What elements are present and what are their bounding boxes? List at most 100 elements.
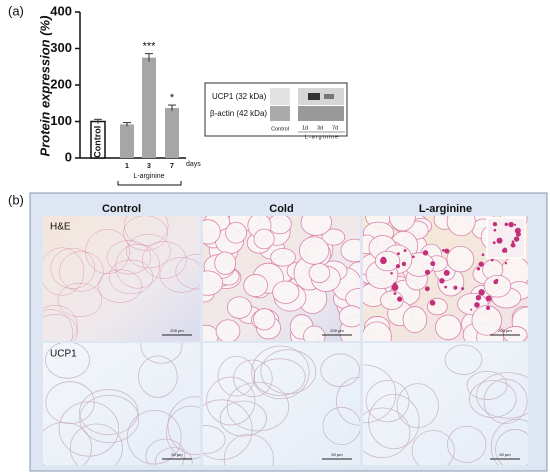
adipocyte (142, 241, 187, 279)
adipocyte (363, 364, 397, 424)
y-tick-label: 400 (50, 3, 72, 18)
adipocyte (320, 353, 360, 387)
row-label: UCP1 (50, 349, 77, 360)
stain (444, 248, 450, 254)
row-label: H&E (50, 222, 71, 233)
adipocyte (50, 247, 95, 289)
stain (485, 295, 492, 302)
blot-lane-label: 1d (302, 125, 308, 131)
micrograph (203, 216, 360, 341)
adipocyte (340, 238, 360, 263)
bar (142, 57, 156, 158)
blot-band (270, 106, 290, 121)
y-axis-label: Protein expression (%) (37, 16, 52, 157)
adipocyte (126, 409, 182, 465)
adipocyte (57, 283, 103, 317)
adipocyte (43, 314, 78, 341)
blot-band (324, 94, 334, 99)
stain (390, 271, 393, 275)
adipocyte (79, 394, 140, 444)
micrograph (43, 343, 200, 465)
adipocyte (483, 378, 528, 424)
adipocyte (233, 359, 273, 398)
x-tick-label: 7 (170, 163, 174, 170)
stain (444, 285, 448, 289)
micrograph (363, 343, 528, 465)
stain (401, 261, 407, 267)
adipocyte (167, 396, 200, 455)
stain (514, 223, 517, 226)
adipocyte (253, 358, 306, 396)
stain (424, 269, 431, 275)
stain (504, 222, 508, 227)
x-tick-label: 1 (125, 163, 129, 170)
adipocyte (322, 406, 360, 445)
scale-bar-label: 50 µm (499, 452, 511, 457)
adipocyte (159, 257, 200, 293)
adipocyte (126, 234, 171, 269)
panel-label: (b) (8, 192, 24, 207)
y-tick-label: 300 (50, 40, 72, 55)
adipocyte (106, 240, 152, 275)
adipocyte (490, 418, 528, 465)
stain (493, 279, 498, 285)
adipocyte (483, 274, 512, 298)
adipocyte (469, 380, 517, 418)
micrograph (363, 216, 528, 341)
stain (411, 255, 415, 259)
bar (165, 107, 179, 158)
stain (422, 250, 429, 256)
significance-label: * (170, 92, 175, 104)
adipocyte (97, 269, 143, 303)
stain (496, 237, 503, 244)
stain (443, 269, 450, 276)
blot-lane-label: 3d (317, 125, 323, 131)
adipocyte (226, 296, 252, 319)
adipocyte (45, 381, 95, 424)
adipocyte (444, 344, 483, 375)
y-tick-label: 200 (50, 76, 72, 91)
scale-bar-label: 200 µm (170, 328, 184, 333)
blot-lane-label: 7d (332, 125, 338, 131)
group-label: L-arginine (133, 173, 164, 180)
stain (380, 257, 387, 265)
stain (513, 236, 520, 242)
scale-bar-label: 50 µm (331, 452, 343, 457)
stain (478, 261, 484, 267)
stain (490, 258, 494, 262)
x-tick-label: 3 (147, 163, 151, 170)
blot-group-label: L-arginine (305, 134, 339, 140)
stain (397, 296, 403, 302)
adipocyte (45, 343, 90, 379)
stain (511, 240, 515, 244)
stain (461, 287, 465, 291)
adipocyte (435, 314, 462, 341)
adipocyte (226, 381, 290, 432)
stain (486, 305, 491, 311)
adipocyte (43, 247, 85, 296)
adipocyte (217, 355, 256, 397)
adipocyte (471, 305, 503, 336)
stain (494, 223, 498, 226)
adipocyte (447, 425, 487, 463)
adipocyte (223, 433, 274, 465)
stain (397, 252, 400, 256)
adipocyte (300, 216, 333, 236)
group-bracket (117, 181, 182, 186)
stain (501, 248, 507, 253)
micrograph (43, 216, 200, 341)
adipocyte (298, 236, 330, 265)
column-header: L-arginine (419, 203, 472, 215)
stain (439, 278, 445, 284)
adipocyte (363, 407, 411, 459)
adipocyte (203, 219, 221, 245)
y-tick-label: 0 (65, 149, 72, 164)
blot-row-label: β-actin (42 kDa) (210, 109, 267, 118)
blot-band (270, 88, 290, 105)
stain (430, 261, 436, 267)
adipocyte (466, 370, 508, 400)
bar (120, 124, 134, 158)
stain (510, 242, 516, 248)
adipocyte (203, 425, 226, 454)
